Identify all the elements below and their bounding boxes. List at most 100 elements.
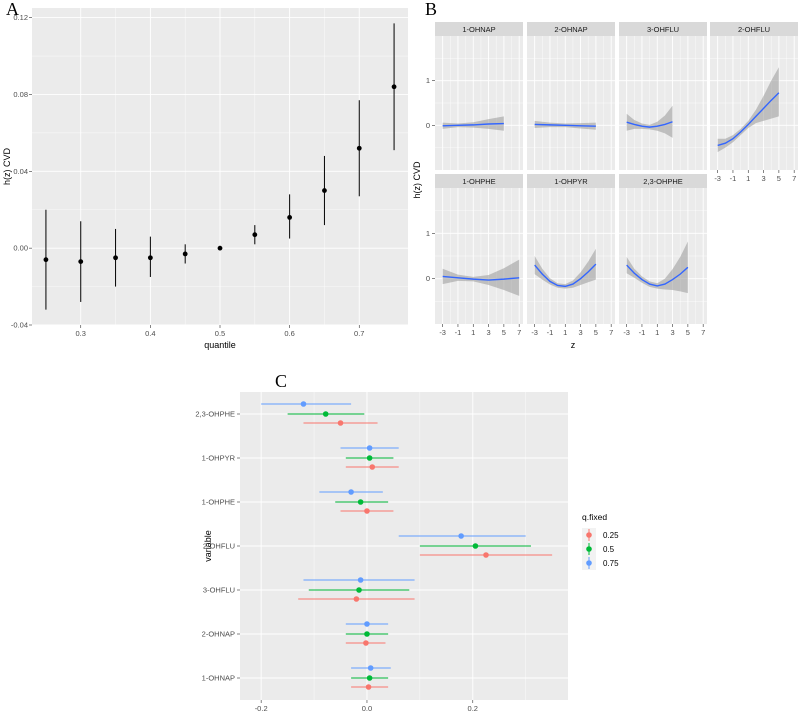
- y-tick-label: 1-OHNAP: [202, 674, 235, 683]
- facet-strip: [435, 174, 523, 188]
- exposure-response-line: [717, 92, 780, 147]
- estimate-point: [366, 675, 373, 681]
- estimate-point: [363, 640, 369, 646]
- x-tick-label: 5: [686, 328, 690, 337]
- x-tick-label: 5: [502, 328, 506, 337]
- x-tick-label: -1: [455, 328, 462, 337]
- facet-strip: [619, 174, 707, 188]
- x-tick-label: 3: [578, 328, 582, 337]
- y-tick-label: 1-OHPYR: [202, 454, 236, 463]
- estimate-point: [472, 543, 479, 549]
- facet-strip-label: 2-OHFLU: [738, 25, 770, 34]
- estimate-point: [367, 665, 374, 671]
- x-tick-label: -3: [439, 328, 446, 337]
- exposure-response-line: [534, 263, 597, 288]
- estimate-point: [483, 552, 489, 558]
- y-axis-title: variable: [203, 530, 213, 562]
- x-tick-label: 7: [517, 328, 521, 337]
- estimate-point: [147, 255, 153, 261]
- x-tick-label: 7: [792, 174, 796, 183]
- y-tick-label: 0.12: [13, 13, 28, 22]
- y-tick-label: 2-OHFLU: [203, 542, 235, 551]
- facet-1-ohphe: 1-OHPHE: [435, 174, 523, 324]
- x-tick-label: -1: [547, 328, 554, 337]
- x-tick-label: 0.7: [354, 329, 364, 338]
- confidence-ribbon: [442, 259, 520, 296]
- y-tick-label: 0.08: [13, 90, 28, 99]
- x-tick-label: 0.3: [76, 329, 86, 338]
- y-tick-label: 3-OHFLU: [203, 586, 235, 595]
- estimate-point: [364, 621, 370, 627]
- legend-entry-label: 0.5: [603, 545, 615, 554]
- estimate-point: [322, 411, 329, 417]
- x-tick-label: -3: [623, 328, 630, 337]
- estimate-point: [182, 251, 188, 257]
- estimate-point: [337, 420, 344, 426]
- x-tick-label: 3: [761, 174, 765, 183]
- panel-c-single-variable-effects: -0.2 0.0 0.2 2,3-OHPHE 1-OHPYR 1-OHPHE 2-OHFLU…: [195, 392, 619, 713]
- facet-2-ohnap: 2-OHNAP: [527, 22, 615, 170]
- estimate-point: [356, 587, 362, 593]
- facet-strip-label: 2-OHNAP: [554, 25, 587, 34]
- estimate-point: [78, 259, 84, 264]
- x-tick-label: 7: [609, 328, 613, 337]
- legend-entry-label: 0.25: [603, 531, 619, 540]
- estimate-point: [357, 577, 364, 583]
- x-tick-label: 0.0: [362, 704, 372, 713]
- estimate-point: [300, 401, 307, 407]
- estimate-point: [348, 489, 354, 495]
- legend-key-point: [586, 546, 592, 552]
- estimate-point: [43, 257, 49, 263]
- facet-1-ohnap: 1-OHNAP: [435, 22, 523, 170]
- facet-2-3-ohphe: 2,3-OHPHE: [619, 174, 707, 324]
- x-tick-label: -1: [639, 328, 646, 337]
- x-tick-label: 7: [701, 328, 705, 337]
- x-tick-label: 1: [471, 328, 475, 337]
- estimate-point: [353, 596, 360, 602]
- facet-strip-label: 1-OHPHE: [462, 177, 495, 186]
- panel-label-b: B: [425, 0, 437, 19]
- panel-label-c: C: [275, 371, 287, 391]
- facet-strip-label: 1-OHPYR: [554, 177, 588, 186]
- y-tick-label: 1: [426, 76, 430, 85]
- facet-2-ohflu: 2-OHFLU: [710, 22, 798, 170]
- exposure-response-line: [442, 122, 504, 127]
- x-tick-label: 1: [746, 174, 750, 183]
- exposure-response-line: [442, 275, 520, 281]
- facet-strip: [710, 22, 798, 36]
- estimate-point: [287, 215, 293, 220]
- facet-strip-label: 1-OHNAP: [462, 25, 495, 34]
- estimate-point: [322, 188, 327, 193]
- exposure-response-line: [534, 123, 596, 127]
- x-tick-label: 0.5: [215, 329, 225, 338]
- x-tick-label: -0.2: [255, 704, 268, 713]
- y-tick-label: 1: [426, 229, 430, 238]
- legend-entry-label: 0.75: [603, 559, 619, 568]
- facet-strip: [435, 22, 523, 36]
- confidence-ribbon: [442, 116, 504, 131]
- facet-1-ohpyr: 1-OHPYR: [527, 174, 615, 324]
- x-tick-label: 0.2: [468, 704, 478, 713]
- estimate-point: [217, 245, 223, 251]
- y-axis-title: h(z) CVD: [412, 161, 422, 199]
- x-tick-label: 3: [670, 328, 674, 337]
- legend-title: q.fixed: [582, 512, 607, 522]
- facet-strip-label: 2,3-OHPHE: [643, 177, 683, 186]
- estimate-point: [366, 455, 373, 461]
- x-tick-label: 0.6: [284, 329, 294, 338]
- legend-key-point: [586, 560, 592, 566]
- exposure-response-line: [626, 121, 673, 128]
- estimate-point: [458, 533, 464, 539]
- estimate-point: [369, 464, 376, 470]
- y-tick-label: 0: [426, 121, 430, 130]
- facet-strip: [527, 22, 615, 36]
- x-tick-label: 3: [486, 328, 490, 337]
- x-tick-label: 1: [655, 328, 659, 337]
- x-tick-label: -1: [730, 174, 737, 183]
- estimate-point: [364, 508, 370, 514]
- y-tick-label: 0.00: [13, 244, 28, 253]
- estimate-point: [391, 84, 397, 90]
- estimate-point: [113, 255, 118, 261]
- estimate-point: [357, 499, 364, 505]
